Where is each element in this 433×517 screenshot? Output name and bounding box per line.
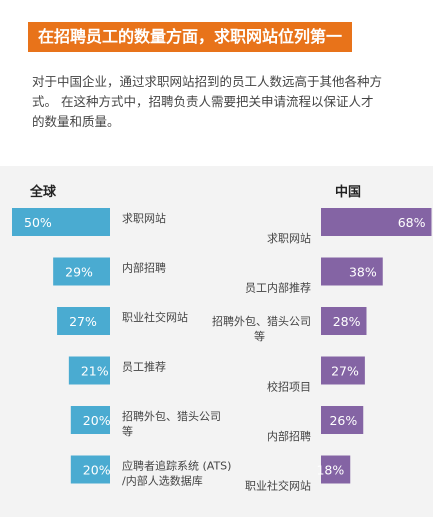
global-category-label: 员工推荐 bbox=[122, 360, 166, 374]
global-value-label: 20% bbox=[83, 463, 111, 478]
china-column-title: 中国 bbox=[335, 184, 361, 200]
intro-text: 对于中国企业，通过求职网站招到的员工人数远高于其他各种方 式。 在这种方式中，招… bbox=[32, 72, 410, 132]
global-bar bbox=[70, 406, 110, 434]
china-bar bbox=[321, 208, 432, 236]
global-category-label: 等 bbox=[122, 424, 133, 438]
global-value-label: 27% bbox=[69, 314, 97, 329]
china-value-label: 38% bbox=[349, 265, 377, 280]
china-category-label: 校招项目 bbox=[267, 380, 311, 394]
china-value-label: 27% bbox=[331, 364, 359, 379]
china-category-label: 内部招聘 bbox=[267, 429, 311, 443]
china-value-label: 68% bbox=[398, 215, 426, 230]
china-category-label: 等 bbox=[254, 329, 265, 343]
china-value-label: 18% bbox=[316, 463, 344, 478]
global-value-label: 21% bbox=[81, 364, 109, 379]
global-value-label: 50% bbox=[24, 215, 52, 230]
china-bar bbox=[321, 356, 365, 385]
global-category-label: 职业社交网站 bbox=[122, 310, 188, 324]
global-bar bbox=[12, 208, 110, 236]
intro-line: 的数量和质量。 bbox=[32, 114, 120, 129]
global-bar bbox=[68, 356, 110, 385]
global-category-label: 内部招聘 bbox=[122, 261, 166, 275]
china-value-label: 28% bbox=[333, 314, 361, 329]
china-category-label: 员工内部推荐 bbox=[245, 281, 311, 295]
china-category-label: 职业社交网站 bbox=[245, 479, 311, 493]
china-category-label: 求职网站 bbox=[267, 231, 311, 245]
global-bar bbox=[57, 307, 110, 335]
china-bar bbox=[321, 455, 351, 484]
global-category-label: 求职网站 bbox=[122, 211, 166, 225]
global-category-label: 应聘者追踪系统 (ATS) bbox=[122, 459, 231, 473]
china-bar bbox=[321, 406, 364, 434]
global-value-label: 29% bbox=[65, 265, 93, 280]
china-category-label: 招聘外包、猎头公司 bbox=[212, 314, 311, 328]
china-bar bbox=[321, 307, 367, 335]
global-value-label: 20% bbox=[83, 413, 111, 428]
global-bar bbox=[70, 455, 110, 484]
intro-line: 对于中国企业，通过求职网站招到的员工人数远高于其他各种方 bbox=[32, 74, 383, 89]
china-bar bbox=[321, 257, 383, 286]
china-value-label: 26% bbox=[329, 413, 357, 428]
page-title: 在招聘员工的数量方面，求职网站位列第一 bbox=[28, 22, 353, 52]
intro-line: 式。 在这种方式中，招聘负责人需要把关申请流程以保证人才 bbox=[32, 94, 374, 109]
global-column-title: 全球 bbox=[29, 184, 57, 200]
global-category-label: 招聘外包、猎头公司 bbox=[122, 409, 221, 423]
global-category-label: /内部人选数据库 bbox=[122, 474, 203, 488]
global-bar bbox=[53, 257, 110, 286]
